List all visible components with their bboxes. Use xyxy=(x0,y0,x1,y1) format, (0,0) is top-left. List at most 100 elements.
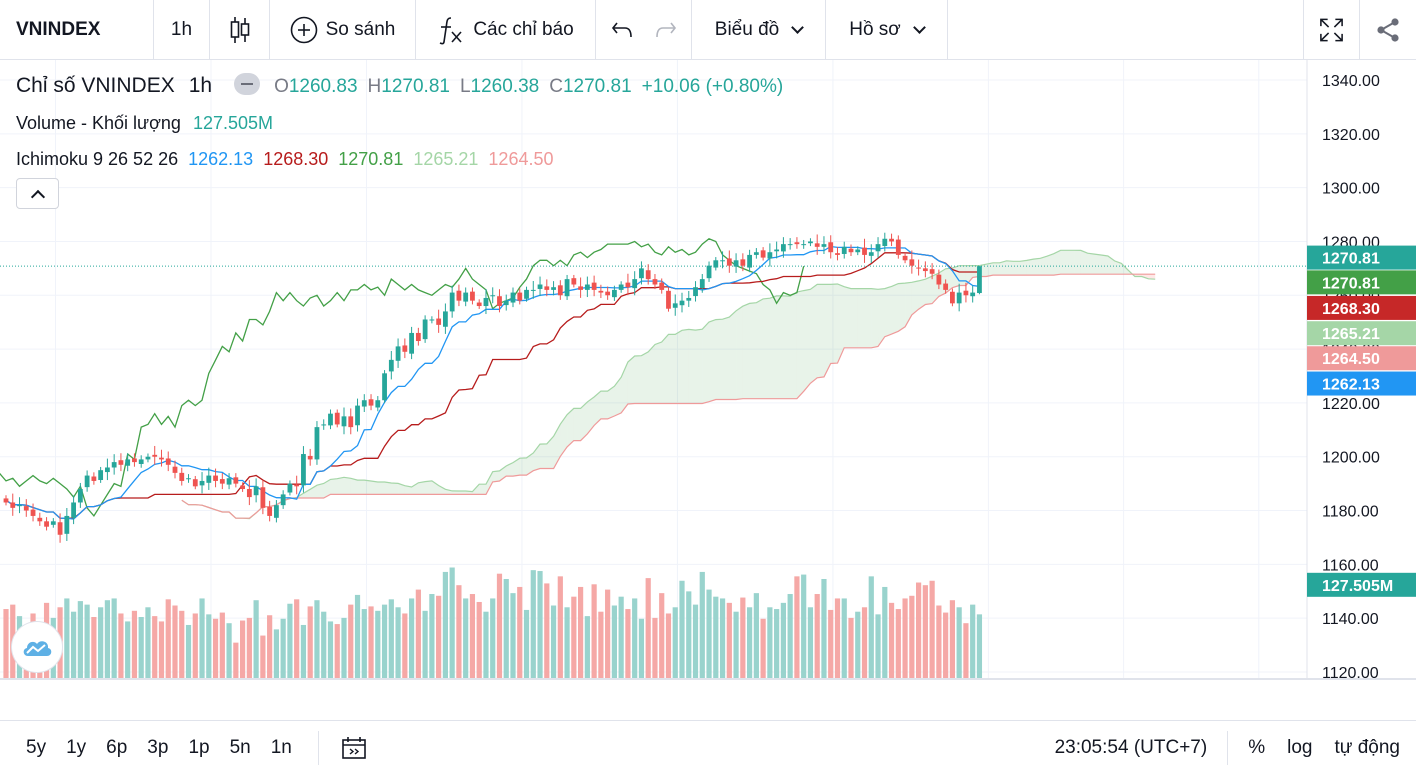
goto-date-button[interactable] xyxy=(319,735,391,761)
volume-bar xyxy=(733,611,739,678)
log-toggle[interactable]: log xyxy=(1287,737,1313,758)
clock[interactable]: 23:05:54 (UTC+7) xyxy=(1054,737,1208,758)
candle-body xyxy=(693,287,698,297)
volume-bar xyxy=(436,595,442,678)
cloud-segment xyxy=(648,344,655,404)
price-tags: 1270.81 1270.81 1268.30 1265.21 1264.50 1262.… xyxy=(1307,245,1416,597)
share-button[interactable] xyxy=(1360,0,1416,59)
candle-body xyxy=(118,460,124,465)
cloud-segment xyxy=(729,310,737,400)
range-1m[interactable]: 1p xyxy=(188,737,210,758)
range-5d[interactable]: 5n xyxy=(229,737,251,758)
cloud-segment xyxy=(1107,255,1115,275)
volume-bar xyxy=(206,614,212,678)
candle-body xyxy=(64,515,70,534)
candle-body xyxy=(10,502,16,508)
ichimoku-span-b-value: 1264.50 xyxy=(488,148,554,169)
volume-bar xyxy=(158,621,165,678)
candle-body xyxy=(179,472,185,481)
candle-body xyxy=(307,455,313,460)
cloud-segment xyxy=(817,284,824,378)
redo-icon[interactable] xyxy=(655,20,677,40)
top-toolbar: VNINDEX 1h So sánh Các chỉ báo xyxy=(0,0,1416,60)
cloud-segment xyxy=(391,482,399,495)
calendar-icon xyxy=(342,737,366,759)
range-1d[interactable]: 1n xyxy=(270,737,292,758)
candle-body xyxy=(672,303,678,308)
price-tick-label: 1140.00 xyxy=(1322,611,1379,628)
cloud-segment xyxy=(1067,250,1075,275)
candle-body xyxy=(159,457,164,460)
resolution-button[interactable]: 1h xyxy=(154,0,210,59)
candle-body xyxy=(781,244,786,252)
range-5y[interactable]: 5y xyxy=(26,737,47,758)
price-tag-label: 1262.13 xyxy=(1322,377,1380,394)
cloud-segment xyxy=(790,292,797,399)
candle-body xyxy=(280,494,286,506)
cloud-segment xyxy=(844,286,851,348)
range-3m[interactable]: 3p xyxy=(147,737,169,758)
fullscreen-button[interactable] xyxy=(1304,0,1360,59)
legend-volume-row: Volume - Khối lượng 127.505M xyxy=(16,105,783,141)
candle-body xyxy=(246,489,252,498)
fullscreen-icon xyxy=(1320,18,1343,41)
chart-menu-button[interactable]: Biểu đồ xyxy=(692,0,826,59)
cloud-segment xyxy=(1060,250,1068,275)
tradingview-logo[interactable] xyxy=(12,622,62,672)
cloud-segment xyxy=(722,317,730,400)
volume-bar xyxy=(868,576,874,678)
volume-bar xyxy=(361,609,367,678)
candle-body xyxy=(530,289,536,291)
cloud-segment xyxy=(553,424,561,469)
candle-body xyxy=(44,521,49,527)
legend-title: Chỉ số VNINDEX xyxy=(16,74,175,97)
candle-body xyxy=(524,289,529,299)
percent-toggle[interactable]: % xyxy=(1248,737,1266,758)
price-chart[interactable]: 1340.001320.001300.001280.001260.001240.… xyxy=(0,60,1416,680)
compare-button[interactable]: So sánh xyxy=(270,0,416,59)
volume-bar xyxy=(77,601,83,678)
template-menu-button[interactable]: Hồ sơ xyxy=(826,0,948,59)
candle-body xyxy=(557,285,563,296)
cloud-segment xyxy=(634,355,642,404)
candle-body xyxy=(490,295,496,297)
leading-span-a-line xyxy=(181,249,1156,520)
cloud-segment xyxy=(303,489,311,498)
volume-bar xyxy=(240,620,246,678)
plus-circle-icon xyxy=(290,16,317,43)
candle-body xyxy=(422,319,428,340)
volume-bar xyxy=(334,624,340,678)
volume-bar xyxy=(314,600,320,678)
legend-main-row: Chỉ số VNINDEX 1h O 1260.83 H 1270.81 L 126… xyxy=(16,70,783,105)
symbol-search-button[interactable]: VNINDEX xyxy=(0,0,154,59)
candle-body xyxy=(50,521,56,525)
symbol-label: VNINDEX xyxy=(16,18,101,40)
auto-toggle[interactable]: tự động xyxy=(1334,737,1400,758)
chart-type-button[interactable] xyxy=(210,0,270,59)
indicators-button[interactable]: Các chỉ báo xyxy=(416,0,596,59)
price-tick-label: 1120.00 xyxy=(1322,665,1379,680)
volume-bar xyxy=(523,609,530,678)
candle-body xyxy=(77,489,83,503)
candle-body xyxy=(274,505,279,518)
hide-series-icon[interactable] xyxy=(234,73,261,95)
candle-body xyxy=(91,476,97,481)
volume-bar xyxy=(267,615,273,678)
candle-body xyxy=(794,242,800,245)
volume-bar xyxy=(578,586,584,678)
cloud-segment xyxy=(344,477,351,495)
collapse-legend-button[interactable] xyxy=(16,178,59,209)
time-axis[interactable]: 1925Tháng 8511172326Tháng 9 xyxy=(0,678,1416,680)
legend-low: 1260.38 xyxy=(470,76,540,97)
range-1y[interactable]: 1y xyxy=(66,737,87,758)
cloud-segment xyxy=(1026,259,1034,276)
candle-body xyxy=(111,462,117,468)
cloud-segment xyxy=(398,483,405,495)
candle-body xyxy=(902,255,908,261)
volume-bar xyxy=(875,614,881,678)
volume-bar xyxy=(226,623,232,678)
range-6m[interactable]: 6p xyxy=(106,737,128,758)
undo-icon[interactable] xyxy=(611,20,633,40)
volume-bar xyxy=(307,606,313,678)
volume-bar xyxy=(841,598,847,678)
